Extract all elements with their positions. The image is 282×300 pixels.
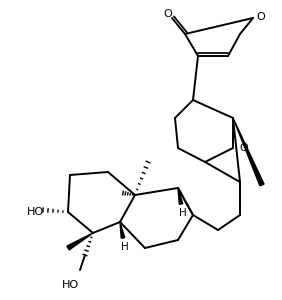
Polygon shape [120,222,125,238]
Polygon shape [178,188,183,204]
Text: HO: HO [61,280,79,290]
Polygon shape [233,118,264,186]
Text: H: H [179,208,187,218]
Text: HO: HO [27,207,43,217]
Text: O: O [240,143,248,153]
Polygon shape [67,233,93,250]
Text: H: H [121,242,129,252]
Text: O: O [257,12,265,22]
Text: O: O [164,9,172,19]
